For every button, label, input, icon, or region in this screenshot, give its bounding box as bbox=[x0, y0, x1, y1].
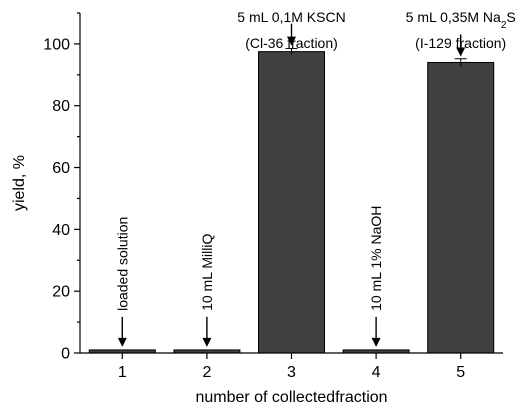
annotation-label-1: loaded solution bbox=[114, 217, 130, 311]
annotation-arrow-1 bbox=[117, 316, 127, 347]
error-bar-5 bbox=[454, 58, 467, 67]
y-tick-label: 80 bbox=[52, 98, 70, 115]
x-tick-label: 5 bbox=[456, 364, 465, 381]
annotation-label-3-line2: (Cl-36 fraction) bbox=[245, 35, 338, 51]
annotation-arrow-3 bbox=[287, 23, 296, 46]
annotation-label-5-line1: 5 mL 0,35M Na2S bbox=[406, 9, 516, 31]
x-axis-title: number of collectedfraction bbox=[195, 389, 387, 406]
annotation-arrow-2 bbox=[202, 316, 212, 347]
x-tick-label: 1 bbox=[118, 364, 127, 381]
y-axis-title: yield, % bbox=[11, 155, 28, 211]
x-tick-label: 3 bbox=[287, 364, 296, 381]
arrow-head bbox=[202, 337, 212, 347]
y-tick-label: 0 bbox=[61, 346, 70, 363]
annotation-label-3-line1: 5 mL 0,1M KSCN bbox=[237, 9, 345, 25]
annotation-arrow-4 bbox=[371, 316, 381, 347]
x-tick-label: 4 bbox=[372, 364, 381, 381]
y-tick-label: 20 bbox=[52, 284, 70, 301]
bar-5 bbox=[427, 61, 495, 354]
y-tick-label: 100 bbox=[43, 36, 70, 53]
annotation-label-4: 10 mL 1% NaOH bbox=[368, 206, 384, 311]
arrow-head bbox=[456, 47, 466, 57]
annotation-arrow-5 bbox=[456, 34, 466, 57]
arrow-head bbox=[117, 337, 127, 347]
y-tick-label: 60 bbox=[52, 160, 70, 177]
bar-3 bbox=[258, 51, 325, 354]
arrow-head bbox=[371, 337, 381, 347]
y-tick-label: 40 bbox=[52, 222, 70, 239]
annotation-label-2: 10 mL MilliQ bbox=[199, 234, 215, 311]
arrow-head bbox=[287, 36, 296, 46]
x-tick-label: 2 bbox=[202, 364, 211, 381]
error-bar-3 bbox=[285, 48, 298, 55]
annotation-label-5-line2: (I-129 fraction) bbox=[415, 35, 506, 51]
